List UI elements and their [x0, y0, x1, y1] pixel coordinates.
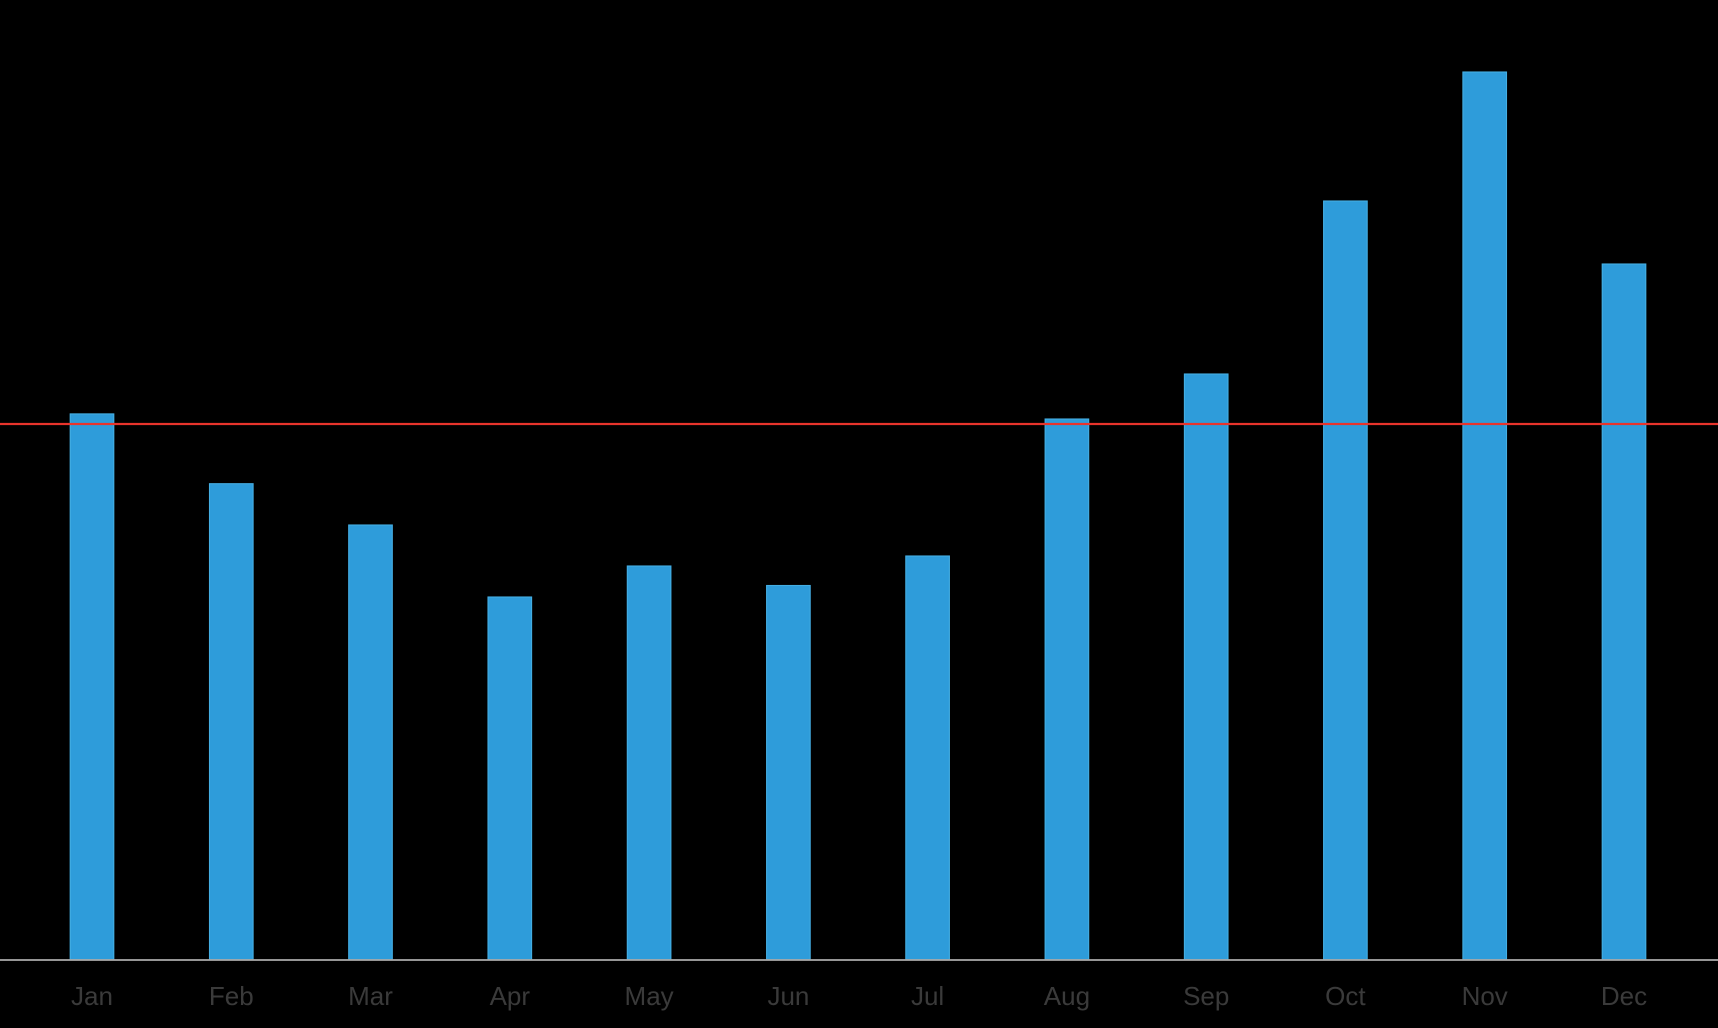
- svg-text:Dec: Dec: [1601, 981, 1647, 1011]
- svg-text:Apr: Apr: [490, 981, 531, 1011]
- svg-text:Jun: Jun: [767, 981, 809, 1011]
- svg-text:Mar: Mar: [348, 981, 393, 1011]
- svg-text:Jan: Jan: [71, 981, 113, 1011]
- svg-text:Jul: Jul: [911, 981, 944, 1011]
- svg-text:Feb: Feb: [209, 981, 254, 1011]
- svg-text:Aug: Aug: [1044, 981, 1090, 1011]
- svg-text:Nov: Nov: [1462, 981, 1508, 1011]
- svg-text:Sep: Sep: [1183, 981, 1229, 1011]
- svg-text:Oct: Oct: [1325, 981, 1366, 1011]
- svg-text:May: May: [625, 981, 674, 1011]
